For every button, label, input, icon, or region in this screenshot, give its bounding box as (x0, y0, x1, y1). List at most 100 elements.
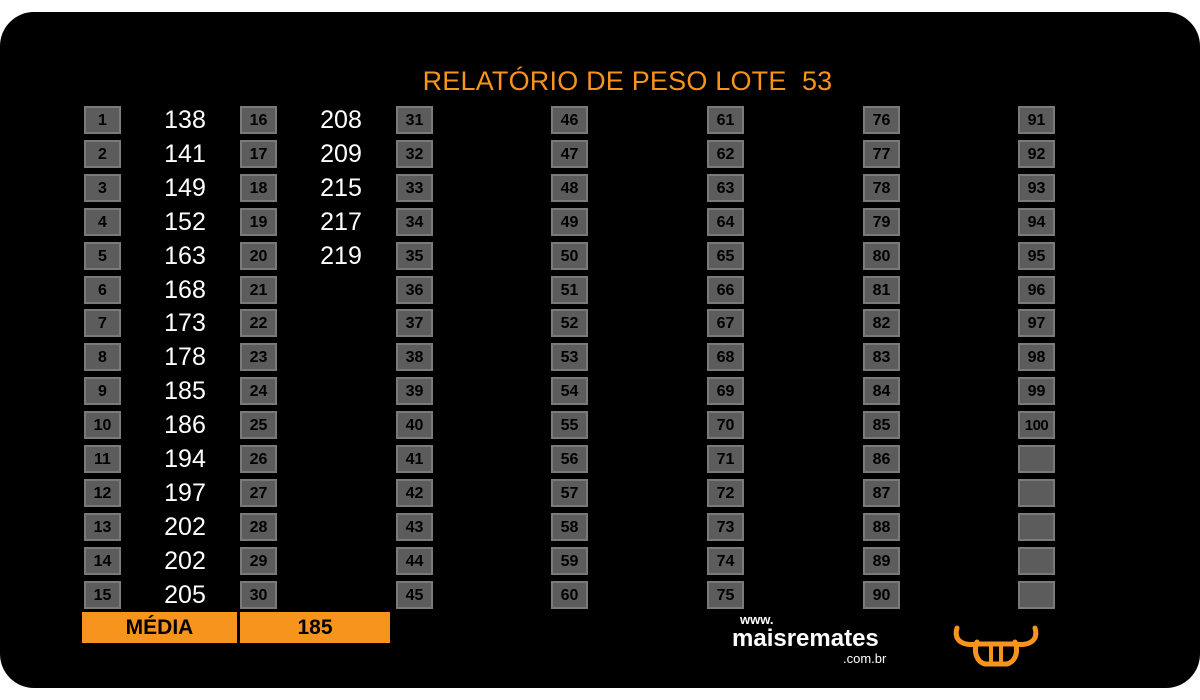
position-cell-14: 14 (84, 546, 121, 575)
position-cell-74: 74 (707, 546, 744, 575)
report-panel (0, 12, 1200, 688)
position-cell-86: 86 (863, 445, 900, 473)
position-cell-7: 7 (84, 309, 121, 338)
weight-value: 173 (164, 309, 206, 338)
position-cell-31: 31 (396, 106, 433, 134)
weight-value: 152 (164, 207, 206, 236)
position-cell-79: 79 (863, 207, 900, 236)
position-cell-67: 67 (707, 309, 744, 338)
position-cell-48: 48 (551, 173, 588, 202)
position-cell-8: 8 (84, 343, 121, 372)
position-cell-17: 17 (240, 139, 277, 168)
position-cell-63: 63 (707, 173, 744, 202)
position-cell-83: 83 (863, 343, 900, 372)
weight-value: 194 (164, 445, 206, 473)
position-cell-39: 39 (396, 377, 433, 406)
position-cell-68: 68 (707, 343, 744, 372)
logo-www: www. (740, 612, 774, 627)
position-cell-54: 54 (551, 377, 588, 406)
logo-domain: .com.br (843, 651, 887, 666)
position-cell-41: 41 (396, 445, 433, 473)
position-cell-98: 98 (1018, 343, 1055, 372)
position-cell-87: 87 (863, 478, 900, 507)
position-cell-5: 5 (84, 241, 121, 270)
position-cell-44: 44 (396, 546, 433, 575)
weight-value: 138 (164, 106, 206, 134)
position-cell-88: 88 (863, 512, 900, 541)
position-cell-80: 80 (863, 241, 900, 270)
position-cell-96: 96 (1018, 275, 1055, 304)
position-cell-37: 37 (396, 309, 433, 338)
position-cell-38: 38 (396, 343, 433, 372)
position-cell-28: 28 (240, 512, 277, 541)
weight-value: 149 (164, 173, 206, 202)
weight-value: 168 (164, 275, 206, 304)
position-cell-70: 70 (707, 411, 744, 440)
weight-value: 202 (164, 546, 206, 575)
position-cell-77: 77 (863, 139, 900, 168)
position-cell-81: 81 (863, 275, 900, 304)
position-cell-3: 3 (84, 173, 121, 202)
position-cell-73: 73 (707, 512, 744, 541)
position-cell-33: 33 (396, 173, 433, 202)
position-cell-26: 26 (240, 445, 277, 473)
position-cell-22: 22 (240, 309, 277, 338)
weight-value: 205 (164, 580, 206, 609)
position-cell-65: 65 (707, 241, 744, 270)
weight-value: 178 (164, 343, 206, 372)
position-cell-55: 55 (551, 411, 588, 440)
position-cell-11: 11 (84, 445, 121, 473)
position-cell-89: 89 (863, 546, 900, 575)
position-cell-9: 9 (84, 377, 121, 406)
position-cell-90: 90 (863, 580, 900, 609)
position-cell-32: 32 (396, 139, 433, 168)
position-cell-15: 15 (84, 580, 121, 609)
logo-name: maisremates (732, 625, 879, 652)
position-cell-99: 99 (1018, 377, 1055, 406)
position-cell-36: 36 (396, 275, 433, 304)
position-cell-57: 57 (551, 478, 588, 507)
position-cell-43: 43 (396, 512, 433, 541)
position-cell-53: 53 (551, 343, 588, 372)
position-cell-95: 95 (1018, 241, 1055, 270)
bull-logo-icon (953, 625, 1039, 667)
weight-value: 186 (164, 411, 206, 440)
position-cell-85: 85 (863, 411, 900, 440)
position-cell-61: 61 (707, 106, 744, 134)
position-cell-6: 6 (84, 275, 121, 304)
position-cell-42: 42 (396, 478, 433, 507)
position-cell-97: 97 (1018, 309, 1055, 338)
empty-cell (1018, 512, 1055, 541)
position-cell-13: 13 (84, 512, 121, 541)
position-cell-100: 100 (1018, 411, 1055, 440)
position-cell-46: 46 (551, 106, 588, 134)
weight-value: 208 (320, 106, 362, 134)
position-cell-19: 19 (240, 207, 277, 236)
weight-value: 185 (164, 377, 206, 406)
position-cell-2: 2 (84, 139, 121, 168)
position-cell-20: 20 (240, 241, 277, 270)
weight-value: 215 (320, 173, 362, 202)
position-cell-58: 58 (551, 512, 588, 541)
position-cell-59: 59 (551, 546, 588, 575)
weight-value: 197 (164, 478, 206, 507)
weight-value: 217 (320, 207, 362, 236)
position-cell-91: 91 (1018, 106, 1055, 134)
position-cell-47: 47 (551, 139, 588, 168)
empty-cell (1018, 478, 1055, 507)
position-cell-56: 56 (551, 445, 588, 473)
position-cell-1: 1 (84, 106, 121, 134)
position-cell-12: 12 (84, 478, 121, 507)
position-cell-21: 21 (240, 275, 277, 304)
position-cell-82: 82 (863, 309, 900, 338)
position-cell-18: 18 (240, 173, 277, 202)
position-cell-66: 66 (707, 275, 744, 304)
position-cell-30: 30 (240, 580, 277, 609)
position-cell-23: 23 (240, 343, 277, 372)
position-cell-29: 29 (240, 546, 277, 575)
position-cell-34: 34 (396, 207, 433, 236)
weight-value: 202 (164, 512, 206, 541)
position-cell-94: 94 (1018, 207, 1055, 236)
position-cell-92: 92 (1018, 139, 1055, 168)
position-cell-35: 35 (396, 241, 433, 270)
